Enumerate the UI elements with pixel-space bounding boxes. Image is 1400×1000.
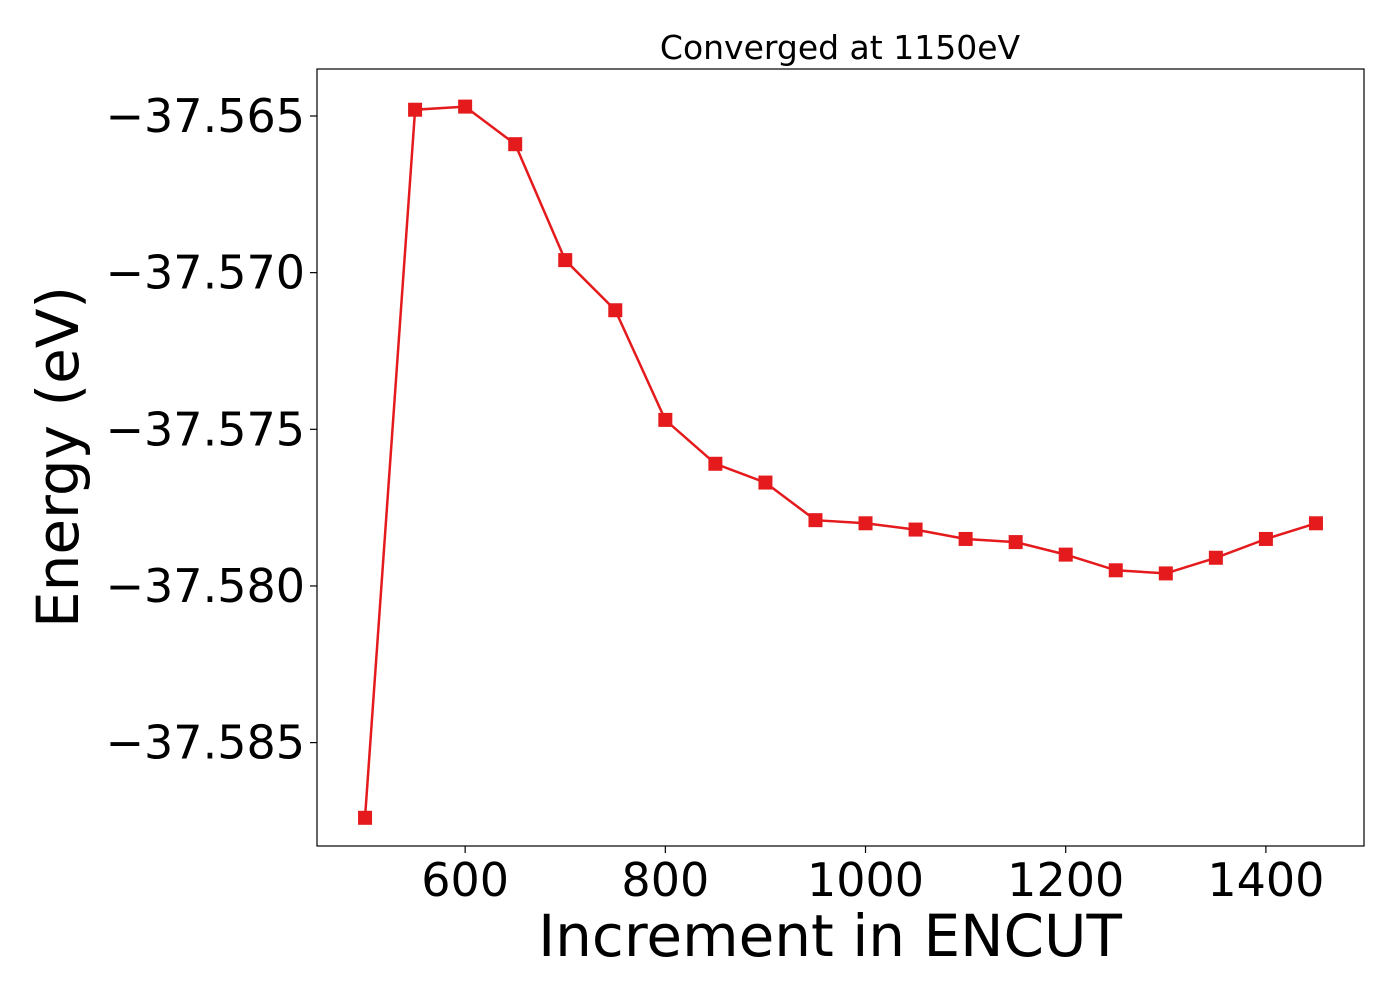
data-point-marker <box>958 531 973 546</box>
data-point-marker <box>358 810 373 825</box>
data-point-marker <box>408 102 423 117</box>
x-tick-label: 1400 <box>1207 853 1324 907</box>
x-tick-label: 600 <box>421 853 509 907</box>
x-tick-label: 800 <box>621 853 709 907</box>
series-line <box>363 105 1317 818</box>
data-point-marker <box>558 253 573 268</box>
data-point-marker <box>1258 531 1273 546</box>
data-point-marker <box>508 137 523 152</box>
data-point-marker <box>1008 535 1023 550</box>
y-tick-label: −37.585 <box>106 716 306 770</box>
data-point-marker <box>1208 550 1223 565</box>
plot-area-frame <box>316 68 1365 847</box>
data-point-marker <box>858 516 873 531</box>
y-tick-label: −37.565 <box>106 89 306 143</box>
data-point-marker <box>1058 547 1073 562</box>
data-point-marker <box>658 412 673 427</box>
data-point-marker <box>458 99 473 114</box>
data-point-marker <box>758 475 773 490</box>
y-axis-ticks: −37.565 −37.570 −37.575 −37.580 −37.585 <box>106 89 317 770</box>
x-axis-ticks: 600 800 1000 1200 1400 <box>421 846 1324 907</box>
x-tick-label: 1000 <box>807 853 924 907</box>
y-tick-label: −37.570 <box>106 246 306 300</box>
data-point-marker <box>1308 516 1323 531</box>
x-axis-title: Increment in ENCUT <box>538 902 1122 970</box>
data-point-marker <box>808 513 823 528</box>
series-layer <box>358 99 1323 825</box>
data-point-marker <box>608 303 623 318</box>
y-tick-label: −37.580 <box>106 559 306 613</box>
data-point-marker <box>1108 563 1123 578</box>
data-point-marker <box>908 522 923 537</box>
y-axis-title: Energy (eV) <box>24 286 92 628</box>
data-point-marker <box>1158 566 1173 581</box>
y-tick-label: −37.575 <box>106 402 306 456</box>
data-point-marker <box>708 456 723 471</box>
x-tick-label: 1200 <box>1007 853 1124 907</box>
chart-title: Converged at 1150eV <box>660 28 1021 67</box>
